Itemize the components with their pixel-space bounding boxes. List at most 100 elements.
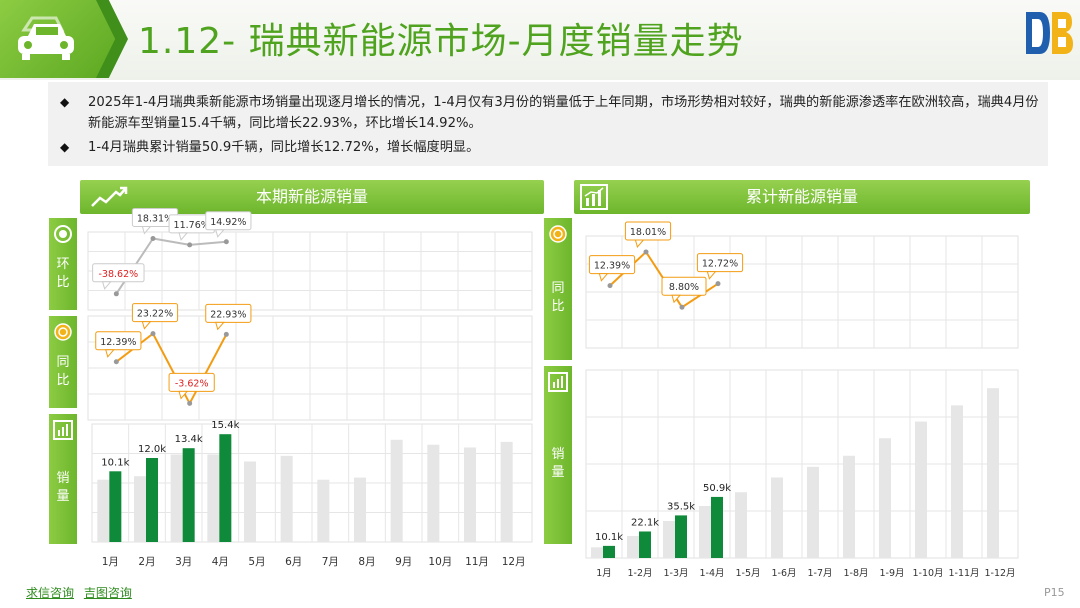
target-icon: [54, 225, 72, 243]
yoy-callout: 12.39%: [95, 331, 142, 358]
cum-bar-previous-6: [771, 477, 783, 558]
yoy-callout: 23.22%: [131, 303, 179, 330]
callout-label: -38.62%: [99, 269, 139, 280]
callout-label: 11.76%: [174, 220, 210, 231]
bullet-text: 1-4月瑞典累计销量50.9千辆，同比增长12.72%，增长幅度明显。: [88, 140, 480, 155]
cum-yoy-point: [715, 281, 721, 287]
cum-bar-current-3: [675, 515, 687, 558]
callout-box: [168, 372, 215, 392]
tab-yoy-label: 同比: [56, 355, 70, 388]
tab-sales-label: 销量: [56, 471, 70, 504]
yoy-callout: -3.62%: [168, 372, 215, 400]
cum-x-tick-label: 1-11月: [948, 568, 979, 579]
mom-point: [223, 239, 229, 245]
cum-bar-previous-5: [735, 492, 747, 558]
callout-label: -3.62%: [175, 378, 209, 389]
callout-pointer: [105, 349, 115, 358]
footer-links: 求信咨询 吉图咨询: [26, 584, 138, 601]
bar-previous-2: [134, 476, 146, 542]
clock-icon: [54, 323, 72, 341]
right-panel-title: 累计新能源销量: [745, 187, 858, 206]
footer-link-2[interactable]: 吉图咨询: [83, 586, 132, 600]
yoy-point: [187, 400, 193, 406]
callout-pointer: [101, 281, 112, 290]
bar-previous-12: [500, 441, 513, 542]
tab-cum-sales: 销量: [544, 366, 572, 544]
bullet-text: 2025年1-4月瑞典乘新能源市场销量出现逐月增长的情况，1-4月仅有3月份的销…: [88, 95, 1039, 131]
bar-value-label: 12.0k: [138, 444, 166, 455]
callout-pointer: [671, 294, 682, 304]
trend-up-icon: [91, 186, 128, 207]
callout-pointer: [178, 232, 189, 241]
mom-callout: -38.62%: [92, 263, 145, 290]
bar-previous-5: [244, 461, 256, 542]
callout-label: 14.92%: [210, 217, 246, 228]
callout-pointer: [706, 271, 717, 280]
x-tick-label: 5月: [248, 556, 265, 568]
cum-x-tick-label: 1-12月: [984, 568, 1015, 579]
cum-yoy-callout: 18.01%: [624, 221, 672, 248]
tab-mom: 环比: [49, 218, 77, 310]
page-title: 1.12- 瑞典新能源市场-月度销量走势: [138, 21, 744, 62]
x-tick-label: 8月: [358, 556, 375, 568]
bar-previous-7: [317, 479, 330, 542]
x-tick-label: 3月: [175, 556, 192, 568]
cum-bar-previous-9: [879, 438, 891, 558]
cum-bar-current-4: [711, 496, 723, 558]
left-sales-grid: [91, 423, 533, 543]
mom-point: [187, 242, 193, 248]
clock-icon: [549, 225, 567, 243]
yoy-point: [150, 331, 156, 337]
callout-label: 12.72%: [702, 259, 738, 270]
cum-bar-value-label: 35.5k: [667, 501, 695, 512]
callout-pointer: [141, 225, 152, 235]
bar-previous-10: [427, 444, 440, 542]
mom-point: [113, 291, 119, 297]
yoy-point: [113, 359, 119, 365]
summary-bullets: ◆ 2025年1-4月瑞典乘新能源市场销量出现逐月增长的情况，1-4月仅有3月份…: [48, 82, 1048, 166]
callout-pointer: [141, 321, 152, 330]
bar-previous-3: [170, 454, 183, 542]
callout-box: [205, 211, 252, 231]
diamond-bullet-icon: ◆: [60, 140, 70, 154]
cum-bar-current-2: [639, 531, 651, 558]
cum-bar-value-label: 10.1k: [595, 532, 623, 543]
cum-x-tick-label: 1月: [596, 568, 612, 579]
cum-x-tick-label: 1-3月: [663, 568, 688, 579]
bar-current-1: [109, 471, 122, 542]
db-logo-icon: [1026, 12, 1073, 54]
footer-link-1[interactable]: 求信咨询: [26, 586, 75, 600]
page-number: P15: [1044, 586, 1065, 599]
x-tick-label: 2月: [138, 556, 155, 568]
cum-x-tick-label: 1-8月: [843, 568, 868, 579]
callout-box: [131, 303, 179, 323]
cum-yoy-callout: 12.39%: [588, 255, 636, 282]
diamond-bullet-icon: ◆: [60, 95, 70, 109]
yoy-point: [223, 331, 229, 337]
left-panel-title: 本期新能源销量: [255, 187, 368, 206]
left-panel-header: 本期新能源销量: [80, 180, 544, 214]
x-tick-label: 12月: [502, 556, 526, 568]
cum-x-tick-label: 1-4月: [699, 568, 724, 579]
header-bar: [0, 0, 1080, 80]
callout-label: 18.31%: [137, 213, 173, 224]
callout-label: 18.01%: [630, 227, 666, 238]
callout-box: [95, 331, 142, 351]
bar-current-3: [182, 448, 195, 542]
callout-box: [588, 255, 636, 275]
x-tick-label: 9月: [395, 556, 412, 568]
callout-box: [624, 221, 672, 241]
callout-pointer: [598, 273, 609, 282]
callout-label: 8.80%: [669, 282, 699, 293]
bar-value-label: 15.4k: [211, 420, 239, 431]
bar-previous-9: [390, 439, 403, 542]
mom-point: [150, 235, 156, 241]
cum-bar-previous-3: [663, 521, 675, 558]
callout-pointer: [634, 239, 645, 248]
x-tick-label: 1月: [102, 556, 119, 568]
cum-bar-previous-10: [915, 421, 927, 558]
bar-chart-icon: [580, 184, 608, 210]
cum-yoy-point: [643, 249, 649, 255]
cum-bar-previous-12: [987, 388, 999, 558]
mom-callout: 18.31%: [131, 207, 179, 235]
